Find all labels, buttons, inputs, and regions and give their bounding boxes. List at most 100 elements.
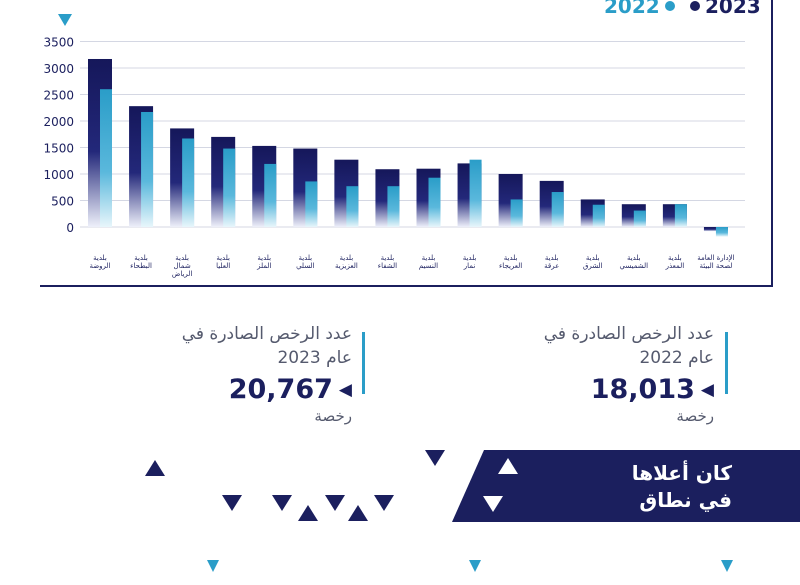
x-axis-labels: بلديةالروضةبلديةالبطحاءبلديةشمالالرياضبل…: [89, 254, 734, 278]
marker-down-icon: [469, 560, 481, 572]
bar-2022: [141, 111, 154, 227]
x-tick-label: بلدية: [216, 254, 230, 262]
x-tick-label: العريجاء: [499, 262, 522, 270]
stat-2022-unit: رخصة: [676, 407, 714, 425]
y-tick-label: 3500: [43, 36, 74, 50]
x-tick-label: لصحة البيئة: [700, 262, 733, 270]
bar-2022: [100, 89, 112, 227]
x-tick-label: بلدية: [93, 254, 107, 262]
triangle-down-icon: [374, 495, 394, 511]
bar-2022: [674, 204, 687, 227]
triangle-up-icon: [298, 505, 318, 521]
bar-2022: [551, 192, 564, 227]
marker-down-icon: [207, 560, 219, 572]
x-tick-label: بلدية: [586, 254, 600, 262]
x-tick-label: الإدارة العامة: [697, 254, 734, 262]
legend-2023-dot-icon: [690, 1, 700, 11]
y-tick-label: 1000: [43, 168, 74, 182]
y-tick-label: 1500: [43, 142, 74, 156]
x-tick-label: بلدية: [381, 254, 395, 262]
stat-2022-label: عدد الرخص الصادرة في عام 2022: [543, 324, 714, 368]
stat-2023-unit: رخصة: [314, 407, 352, 425]
x-tick-label: بلدية: [340, 254, 354, 262]
legend-2022-label: 2022: [604, 0, 660, 18]
chart-marker-triangle: [58, 14, 72, 26]
triangle-down-icon: [272, 495, 292, 511]
x-tick-label: بلدية: [545, 254, 559, 262]
marker-down-icon: [721, 560, 733, 572]
y-tick-label: 2000: [43, 115, 74, 129]
stat-2022: عدد الرخص الصادرة في عام 2022 18,013 ◀ ر…: [480, 322, 714, 425]
banner-text: كان أعلاها في نطاق: [632, 460, 732, 514]
x-tick-label: بلدية: [668, 254, 682, 262]
bar-2022: [428, 177, 441, 227]
bar-2022: [305, 181, 318, 227]
triangle-up-icon: [348, 505, 368, 521]
stat-2022-number: 18,013: [590, 374, 695, 405]
x-tick-label: البطحاء: [130, 262, 152, 270]
stat-2023-label: عدد الرخص الصادرة في عام 2023: [181, 324, 352, 368]
arrow-left-icon: ◀: [338, 379, 352, 400]
stat-2023-divider: [362, 332, 365, 394]
bar-2022: [346, 186, 359, 227]
x-tick-label: بلدية: [175, 254, 189, 262]
x-tick-label: نمار: [463, 262, 476, 270]
bar-2022: [715, 227, 728, 237]
x-tick-label: بلدية: [134, 254, 148, 262]
triangle-down-icon: [483, 496, 503, 512]
bar-2022: [469, 159, 482, 227]
arrow-left-icon: ◀: [700, 379, 714, 400]
triangle-down-icon: [325, 495, 345, 511]
x-tick-label: بلدية: [463, 254, 477, 262]
x-tick-label: بلدية: [422, 254, 436, 262]
x-tick-label: الشفاء: [378, 262, 397, 270]
x-tick-label: المعذر: [665, 262, 685, 270]
x-tick-label: الرياض: [172, 270, 193, 278]
bar-2022: [264, 163, 277, 227]
x-tick-label: النسيم: [419, 262, 438, 270]
banner-triangles: [483, 458, 518, 512]
x-tick-label: الملز: [256, 262, 271, 270]
triangle-down-icon: [425, 450, 445, 466]
bar-2022: [633, 210, 646, 227]
bar-2022: [592, 204, 605, 227]
bar-2022: [182, 138, 195, 227]
x-tick-label: عرقة: [544, 262, 559, 270]
x-tick-label: بلدية: [504, 254, 518, 262]
x-tick-label: بلدية: [298, 254, 312, 262]
x-tick-label: السلي: [296, 262, 315, 270]
y-tick-label: 2500: [43, 89, 74, 103]
x-tick-label: شمال: [174, 262, 191, 270]
legend-2023-label: 2023: [705, 0, 761, 18]
x-tick-label: بلدية: [257, 254, 271, 262]
y-tick-label: 500: [51, 195, 74, 209]
bar-2022: [387, 186, 400, 227]
x-tick-label: العزيزية: [335, 262, 358, 270]
stat-2023-number: 20,767: [228, 374, 333, 405]
x-tick-label: الروضة: [89, 262, 110, 270]
triangle-up-icon: [145, 460, 165, 476]
banner-line-1: كان أعلاها: [631, 461, 732, 485]
bar-2022: [223, 148, 236, 227]
y-tick-label: 0: [66, 221, 74, 235]
stat-2023-value: 20,767 ◀: [118, 374, 352, 405]
y-tick-label: 3000: [43, 62, 74, 76]
legend-2023: 2023: [690, 0, 761, 18]
x-tick-label: الشميسي: [620, 262, 649, 270]
y-axis-ticks: 3500 3000 2500 2000 1500 1000 500 0: [43, 36, 74, 236]
bar-2022: [510, 199, 523, 227]
legend-2022-dot-icon: [664, 1, 675, 11]
x-tick-label: بلدية: [627, 254, 641, 262]
stat-2022-divider: [725, 332, 728, 394]
decorative-triangles: [145, 450, 733, 572]
banner-line-2: في نطاق: [639, 488, 732, 512]
stat-2022-value: 18,013 ◀: [480, 374, 714, 405]
bars: [88, 58, 728, 237]
stat-2023: عدد الرخص الصادرة في عام 2023 20,767 ◀ ر…: [118, 322, 352, 425]
x-tick-label: الشرق: [583, 262, 603, 270]
x-tick-label: العليا: [216, 262, 230, 270]
legend-2022: 2022: [604, 0, 675, 18]
triangle-up-icon: [498, 458, 518, 474]
triangle-down-icon: [222, 495, 242, 511]
